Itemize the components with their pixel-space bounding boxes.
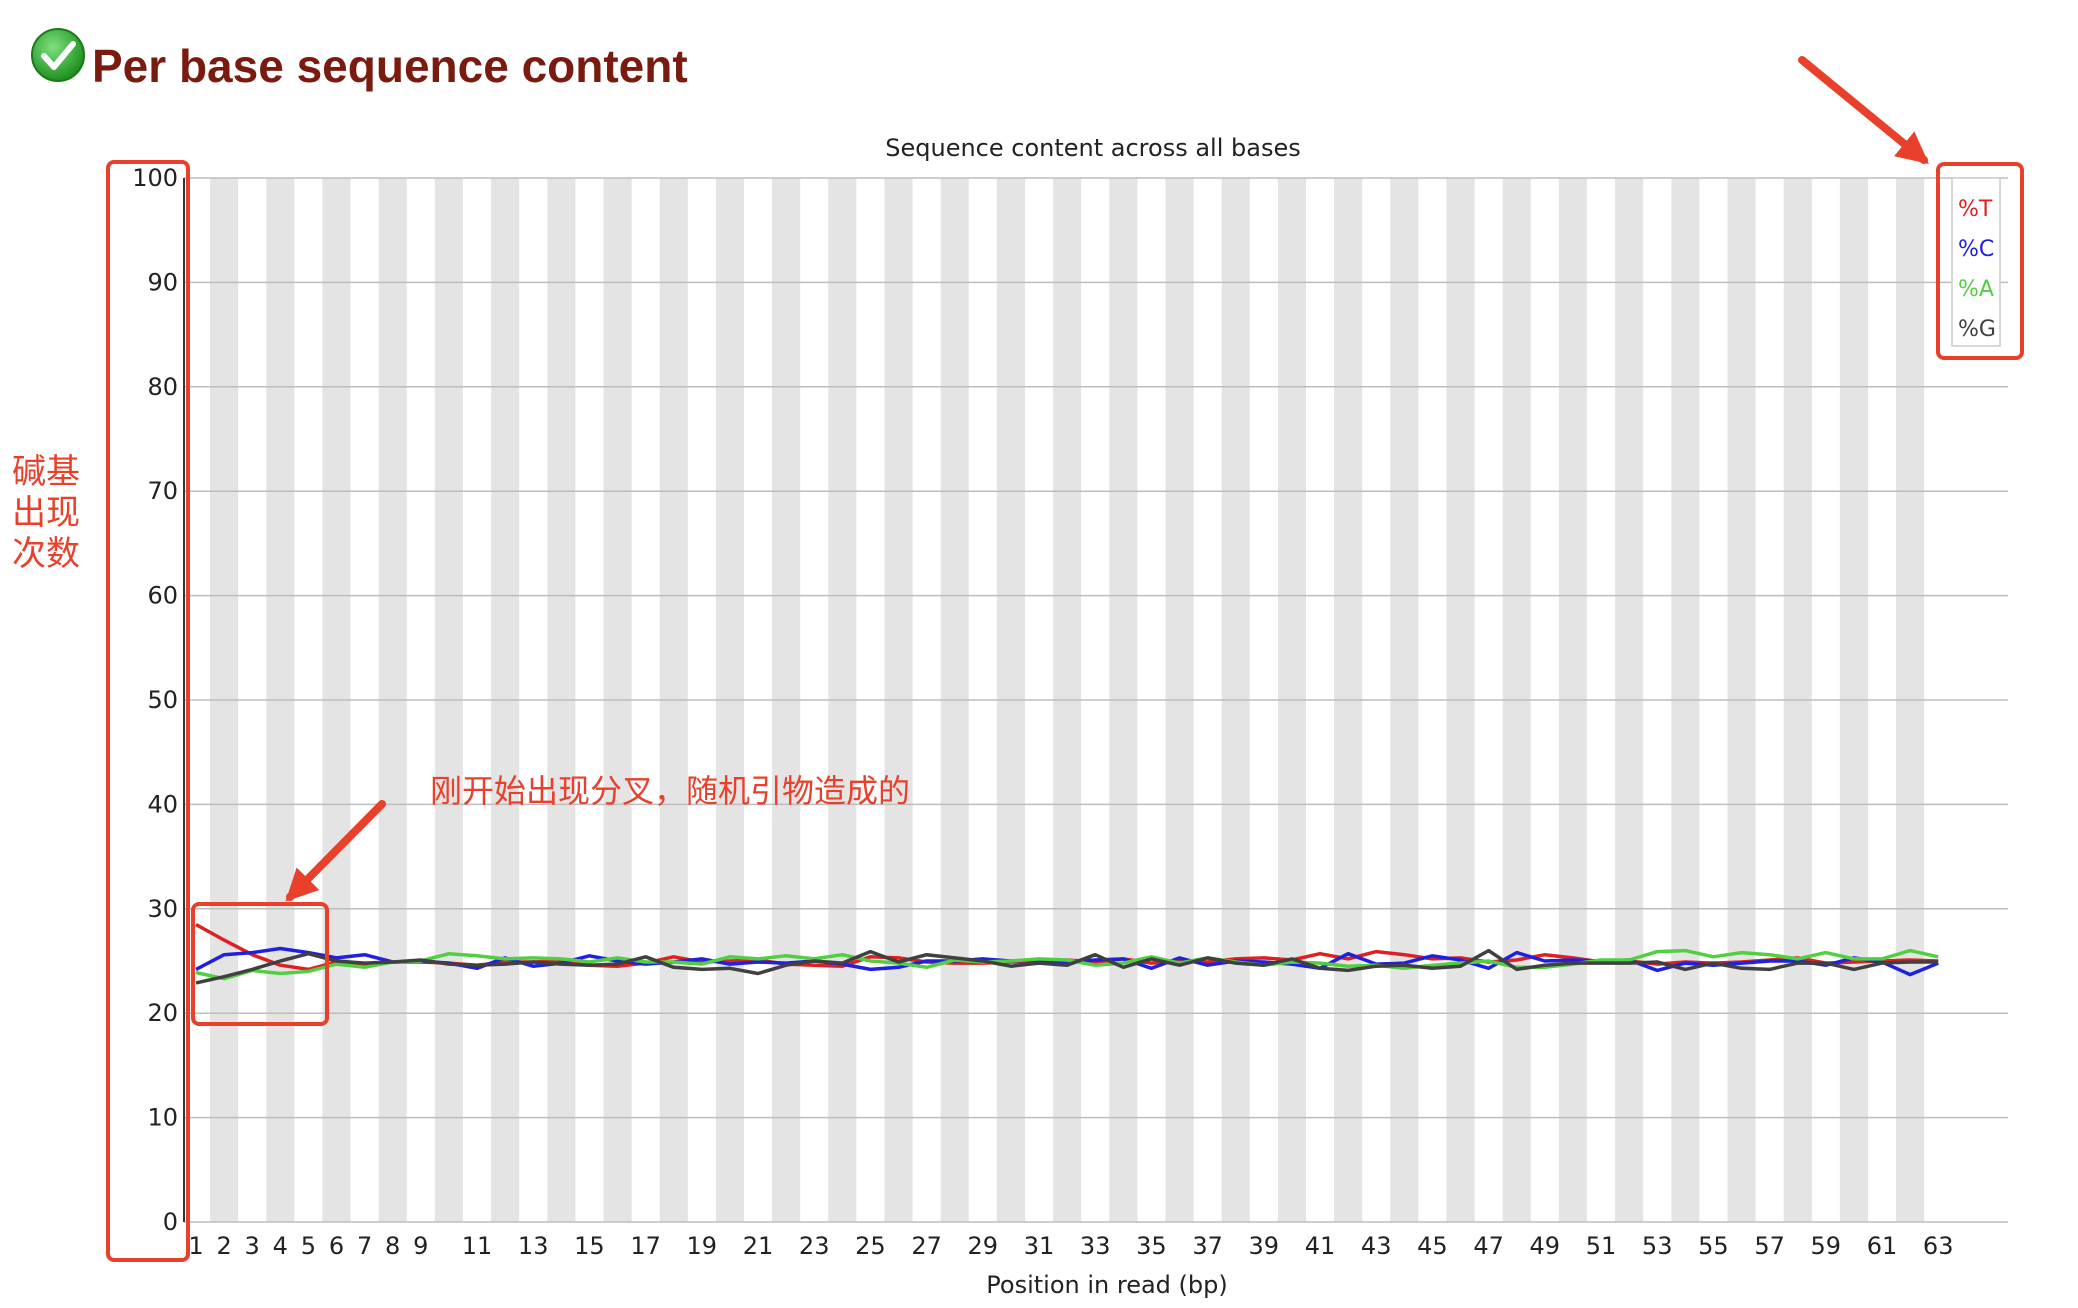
x-tick-label: 31 (1024, 1232, 1055, 1260)
annotation-overlays (106, 56, 2024, 1262)
x-tick-label: 4 (273, 1232, 288, 1260)
check-circle-icon (31, 28, 85, 82)
legend-item: %T (1958, 197, 1993, 222)
chart-title: Sequence content across all bases (885, 134, 1300, 162)
x-tick-label: 23 (799, 1232, 830, 1260)
y-axis-ticks: 0 10 20 30 40 50 60 70 80 90 100 (132, 164, 178, 1236)
x-tick-label: 19 (687, 1232, 718, 1260)
x-tick-label: 5 (301, 1232, 316, 1260)
y-tick-label: 50 (147, 686, 178, 714)
header: Per base sequence content (31, 28, 688, 92)
divergence-arrow (285, 800, 386, 902)
x-tick-label: 2 (216, 1232, 231, 1260)
legend-item: %G (1958, 317, 1996, 342)
x-tick-label: 17 (630, 1232, 661, 1260)
x-tick-label: 61 (1867, 1232, 1898, 1260)
x-tick-label: 37 (1192, 1232, 1223, 1260)
series-line-pct-g (195, 948, 1939, 985)
x-tick-label: 6 (329, 1232, 344, 1260)
x-tick-label: 43 (1361, 1232, 1392, 1260)
y-tick-label: 80 (147, 373, 178, 401)
y-tick-label: 10 (147, 1104, 178, 1132)
x-tick-label: 59 (1811, 1232, 1842, 1260)
x-tick-label: 29 (968, 1232, 999, 1260)
legend-item: %A (1958, 277, 1994, 302)
y-tick-label: 30 (147, 895, 178, 923)
x-tick-label: 41 (1305, 1232, 1336, 1260)
series-line-pct-a (195, 948, 1939, 981)
x-tick-label: 35 (1136, 1232, 1167, 1260)
x-tick-label: 3 (245, 1232, 260, 1260)
x-tick-label: 25 (855, 1232, 886, 1260)
x-axis-label: Position in read (bp) (986, 1271, 1227, 1299)
y-tick-label: 70 (147, 477, 178, 505)
data-series (195, 922, 1939, 985)
divergence-note: 刚开始出现分叉，随机引物造成的 (430, 772, 910, 810)
x-tick-label: 11 (462, 1232, 493, 1260)
page-title: Per base sequence content (92, 40, 688, 92)
x-tick-label: 8 (385, 1232, 400, 1260)
y-axis-note-line-3: 次数 (12, 534, 80, 574)
chart-legend: %T %C %A %G (1951, 177, 2001, 347)
x-tick-label: 7 (357, 1232, 372, 1260)
y-axis-highlight-box (106, 160, 190, 1262)
x-tick-label: 27 (911, 1232, 942, 1260)
x-axis-ticks: 1 2 3 4 5 6 7 8 9 11 13 15 17 19 21 23 25 27 29 31 33 35 37 39 4… (188, 1232, 1953, 1260)
gridlines (184, 177, 2008, 1223)
x-tick-label: 9 (413, 1232, 428, 1260)
x-tick-label: 47 (1473, 1232, 1504, 1260)
y-tick-label: 60 (147, 582, 178, 610)
legend-highlight-box (1936, 162, 2024, 360)
x-tick-label: 1 (188, 1232, 203, 1260)
x-tick-label: 33 (1080, 1232, 1111, 1260)
y-tick-label: 0 (163, 1208, 178, 1236)
y-axis-note-line-2: 出现 (12, 493, 80, 533)
x-tick-label: 53 (1642, 1232, 1673, 1260)
x-tick-label: 55 (1698, 1232, 1729, 1260)
x-tick-label: 51 (1586, 1232, 1617, 1260)
x-tick-label: 15 (574, 1232, 605, 1260)
y-tick-label: 100 (132, 164, 178, 192)
x-tick-label: 13 (518, 1232, 549, 1260)
legend-item: %C (1958, 237, 1994, 262)
y-tick-label: 40 (147, 790, 178, 818)
x-tick-label: 57 (1754, 1232, 1785, 1260)
y-axis-note-line-1: 碱基 (12, 452, 80, 492)
legend-box (1951, 177, 2001, 347)
x-tick-label: 39 (1249, 1232, 1280, 1260)
x-tick-label: 63 (1923, 1232, 1954, 1260)
legend-arrow (1798, 56, 1929, 165)
x-tick-label: 45 (1417, 1232, 1448, 1260)
y-tick-label: 20 (147, 999, 178, 1027)
divergence-highlight-box (191, 902, 329, 1026)
x-tick-label: 21 (743, 1232, 774, 1260)
x-tick-label: 49 (1530, 1232, 1561, 1260)
y-tick-label: 90 (147, 268, 178, 296)
